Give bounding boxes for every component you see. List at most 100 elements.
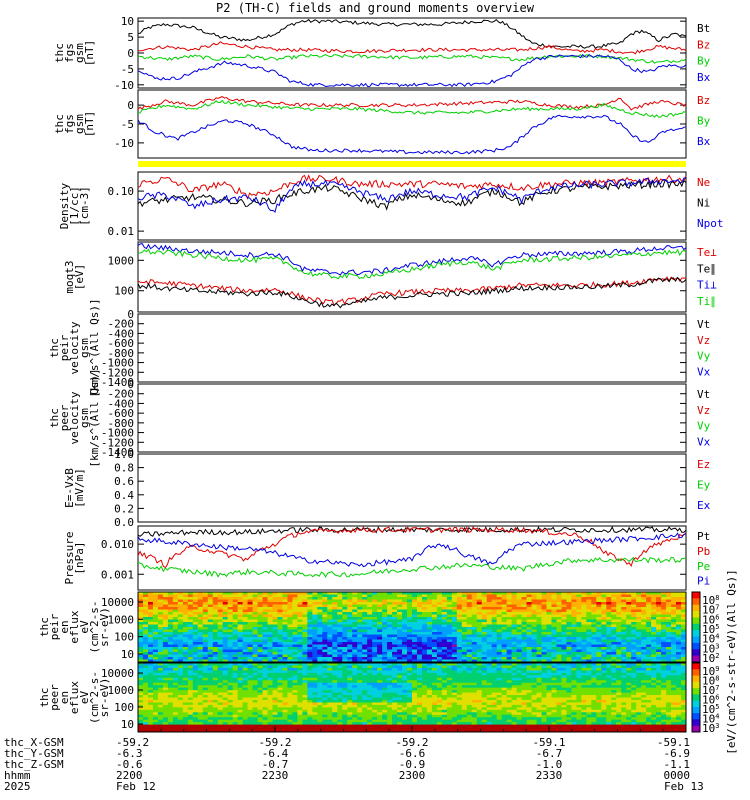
panel-4-legend-Ti⊥: Ti⊥ [697, 279, 717, 292]
panel-8-legend-Pt: Pt [697, 530, 710, 543]
panel-7-legend-Ex: Ex [697, 499, 711, 512]
x-gsm-label: -59.2 [258, 736, 291, 749]
panel-4-frame [137, 241, 687, 313]
panel-10-tick-label: 1000 [108, 684, 135, 697]
z-gsm-label: -0.9 [399, 758, 426, 771]
panel-9-ylabel: eflux [68, 610, 81, 643]
panel-1-frame [137, 17, 687, 89]
panel-8-frame [137, 525, 687, 591]
panel-9-colorbar-tick: 105 [702, 623, 719, 636]
panel-10-colorbar [692, 663, 700, 733]
hhmm-label: 2230 [262, 769, 289, 782]
page-title: P2 (TH-C) fields and ground moments over… [216, 1, 534, 15]
panel-10-colorbar-tick: 109 [702, 665, 719, 678]
panel-6-tick-label: -1200 [101, 436, 134, 449]
z-gsm-label: -1.0 [536, 758, 563, 771]
panel-10-colorbar-tick: 107 [702, 684, 719, 697]
panel-3-legend-Ni: Ni [697, 197, 710, 210]
panel-4-tick-label: 1000 [108, 254, 135, 267]
panel-3-legend-Npot: Npot [697, 217, 724, 230]
panel-9-colorbar-tick: 102 [702, 652, 719, 665]
panel-1-legend-Bt: Bt [697, 22, 710, 35]
panel-3-frame [137, 171, 687, 241]
panel-2-legend-Bx: Bx [697, 135, 711, 148]
panel-6-legend-Vy: Vy [697, 420, 711, 433]
time-row-name: hhmm [4, 769, 31, 782]
panel-10-colorbar-tick: 104 [702, 713, 719, 726]
panel-2-ylabel: fgs [63, 114, 76, 134]
panel-10-spectrogram [138, 663, 687, 733]
x-gsm-label: -59.1 [657, 736, 690, 749]
panel-2-frame [137, 89, 687, 159]
panel-10-ylabel: sr-eV) [98, 678, 111, 718]
time-row-name: thc_Z-GSM [4, 758, 64, 771]
panel-5-legend-Vy: Vy [697, 350, 711, 363]
status-bar [138, 161, 686, 167]
panel-3-ylabel: Density [58, 182, 71, 229]
panel-6-legend-Vt: Vt [697, 388, 710, 401]
panel-5-ylabel: velocity [68, 321, 81, 374]
panel-8-tick-label: 0.010 [101, 538, 134, 551]
panel-1-series-Bz [138, 41, 687, 55]
panel-6-legend-Vx: Vx [697, 435, 711, 448]
panel-10-ylabel: thc [38, 688, 51, 708]
x-gsm-label: -59.2 [116, 736, 149, 749]
panel-5-tick-label: -200 [108, 318, 135, 331]
panel-7-tick-label: 0.2 [114, 502, 134, 515]
panel-5-tick-label: -1200 [101, 366, 134, 379]
z-gsm-label: -0.7 [262, 758, 289, 771]
panel-5-tick-label: -1400 [101, 376, 134, 389]
panel-8-legend-Pi: Pi [697, 575, 710, 588]
panel-7-tick-label: 1.0 [114, 448, 134, 461]
panel-10-ylabel: eV [78, 691, 91, 705]
panel-5-legend-Vz: Vz [697, 334, 710, 347]
panel-5-ylabel: peir [58, 334, 71, 361]
panel-6-tick-label: -1000 [101, 427, 134, 440]
panel-5-tick-label: -400 [108, 327, 135, 340]
panel-1-tick-label: 10 [121, 15, 134, 28]
panel-8-ylabel: [nPa] [73, 541, 86, 574]
panel-9-colorbar-tick: 108 [702, 594, 719, 607]
panel-2-legend-Bz: Bz [697, 94, 710, 107]
panel-9-spectrogram [138, 592, 687, 663]
panel-5-tick-label: -800 [108, 347, 135, 360]
panel-8-legend-Pb: Pb [697, 545, 710, 558]
y-gsm-label: -6.4 [262, 747, 289, 760]
panel-6-ylabel: peer [58, 404, 71, 431]
panel-10-colorbar-tick: 103 [702, 722, 719, 735]
panel-1-series-Bx [137, 53, 687, 88]
panel-6-tick-label: 0 [127, 378, 134, 391]
hhmm-label: 0000 [664, 769, 691, 782]
start-date-label: Feb 12 [116, 780, 156, 793]
panel-8-tick-label: 0.001 [101, 568, 134, 581]
panel-4-legend-Te⊥: Te⊥ [697, 246, 717, 259]
panel-6-ylabel: thc [48, 408, 61, 428]
panel-2-ylabel: gsm [73, 114, 86, 134]
panel-6-ylabel: gsm [78, 408, 91, 428]
panel-1-tick-label: 0 [127, 47, 134, 60]
panel-9-colorbar [692, 592, 700, 663]
panel-8-series-Pi [137, 532, 687, 568]
panel-4-ylabel: [eV] [73, 264, 86, 291]
panel-5-ylabel: thc [48, 338, 61, 358]
panel-2-tick-label: 0 [127, 99, 134, 112]
panel-6-tick-label: -600 [108, 407, 135, 420]
panel-7-legend-Ez: Ez [697, 458, 710, 471]
time-row-name: thc_X-GSM [4, 736, 64, 749]
panel-2-series-Bx [137, 114, 687, 155]
panel-1-tick-label: -5 [121, 63, 134, 76]
panel-10-tick-label: 10 [121, 718, 134, 731]
panel-9-colorbar-tick: 107 [702, 604, 719, 617]
panel-1-tick-label: 5 [127, 31, 134, 44]
panel-9-tick-label: 100 [114, 631, 134, 644]
panel-6-legend-Vz: Vz [697, 404, 710, 417]
panel-9-ylabel: en [58, 620, 71, 633]
panel-4-tick-label: 100 [114, 285, 134, 298]
x-gsm-label: -59.2 [395, 736, 428, 749]
panel-9-ylabel: thc [38, 617, 51, 637]
panel-9-frame [137, 591, 687, 663]
panel-5-legend-Vx: Vx [697, 365, 711, 378]
panel-7-ylabel: [mV/m] [73, 468, 86, 508]
hhmm-label: 2300 [399, 769, 426, 782]
panel-1-legend-By: By [697, 55, 711, 68]
